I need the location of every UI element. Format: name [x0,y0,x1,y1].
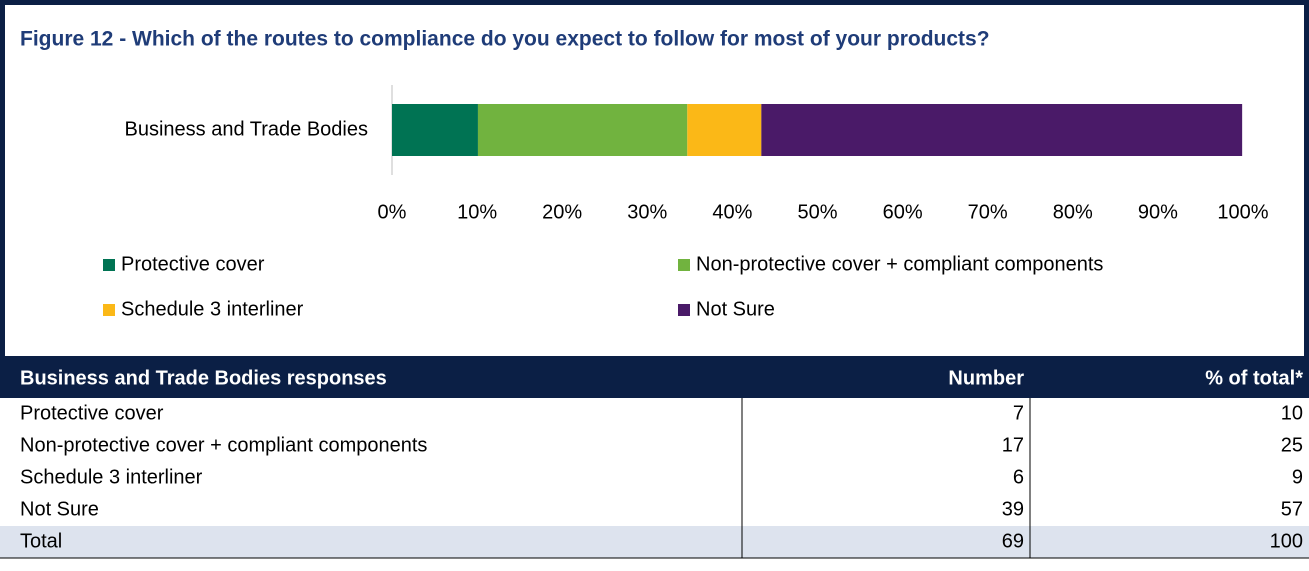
table-cell: 7 [1013,402,1024,424]
table-header-cell: Business and Trade Bodies responses [20,367,387,389]
figure-title: Figure 12 - Which of the routes to compl… [20,28,990,51]
legend-swatch [678,259,690,271]
table-cell: 57 [1281,498,1303,520]
table-header-cell: % of total* [1205,367,1303,389]
bar-segment [477,104,688,156]
table-cell: Schedule 3 interliner [20,466,203,488]
legend-swatch [103,259,115,271]
x-tick-label: 10% [457,201,497,223]
table-cell: 100 [1270,530,1303,552]
legend-label: Not Sure [696,298,775,320]
legend-label: Schedule 3 interliner [121,298,304,320]
x-tick-label: 90% [1138,201,1178,223]
table-cell: Non-protective cover + compliant compone… [20,434,427,456]
table-cell: Not Sure [20,498,99,520]
x-tick-label: 80% [1053,201,1093,223]
table-header-cell: Number [948,367,1024,389]
table-cell: 69 [1002,530,1024,552]
x-tick-label: 0% [378,201,407,223]
x-tick-label: 50% [797,201,837,223]
bar-segment [761,104,1243,156]
x-tick-label: 70% [968,201,1008,223]
legend-label: Non-protective cover + compliant compone… [696,253,1103,275]
legend-swatch [103,304,115,316]
x-tick-label: 40% [712,201,752,223]
table-cell: 6 [1013,466,1024,488]
x-tick-label: 60% [883,201,923,223]
legend-swatch [678,304,690,316]
x-tick-label: 100% [1217,201,1268,223]
table-cell: 9 [1292,466,1303,488]
table-header-bg [0,358,1309,398]
table-cell: Total [20,530,62,552]
table-cell: 10 [1281,402,1303,424]
x-tick-label: 30% [627,201,667,223]
category-label: Business and Trade Bodies [125,118,369,140]
bar-segment [392,104,478,156]
table-cell: Protective cover [20,402,164,424]
legend-label: Protective cover [121,253,265,275]
table-cell: 25 [1281,434,1303,456]
table-total-bg [0,526,1309,558]
bar-segment [687,104,762,156]
x-tick-label: 20% [542,201,582,223]
table-cell: 39 [1002,498,1024,520]
table-cell: 17 [1002,434,1024,456]
